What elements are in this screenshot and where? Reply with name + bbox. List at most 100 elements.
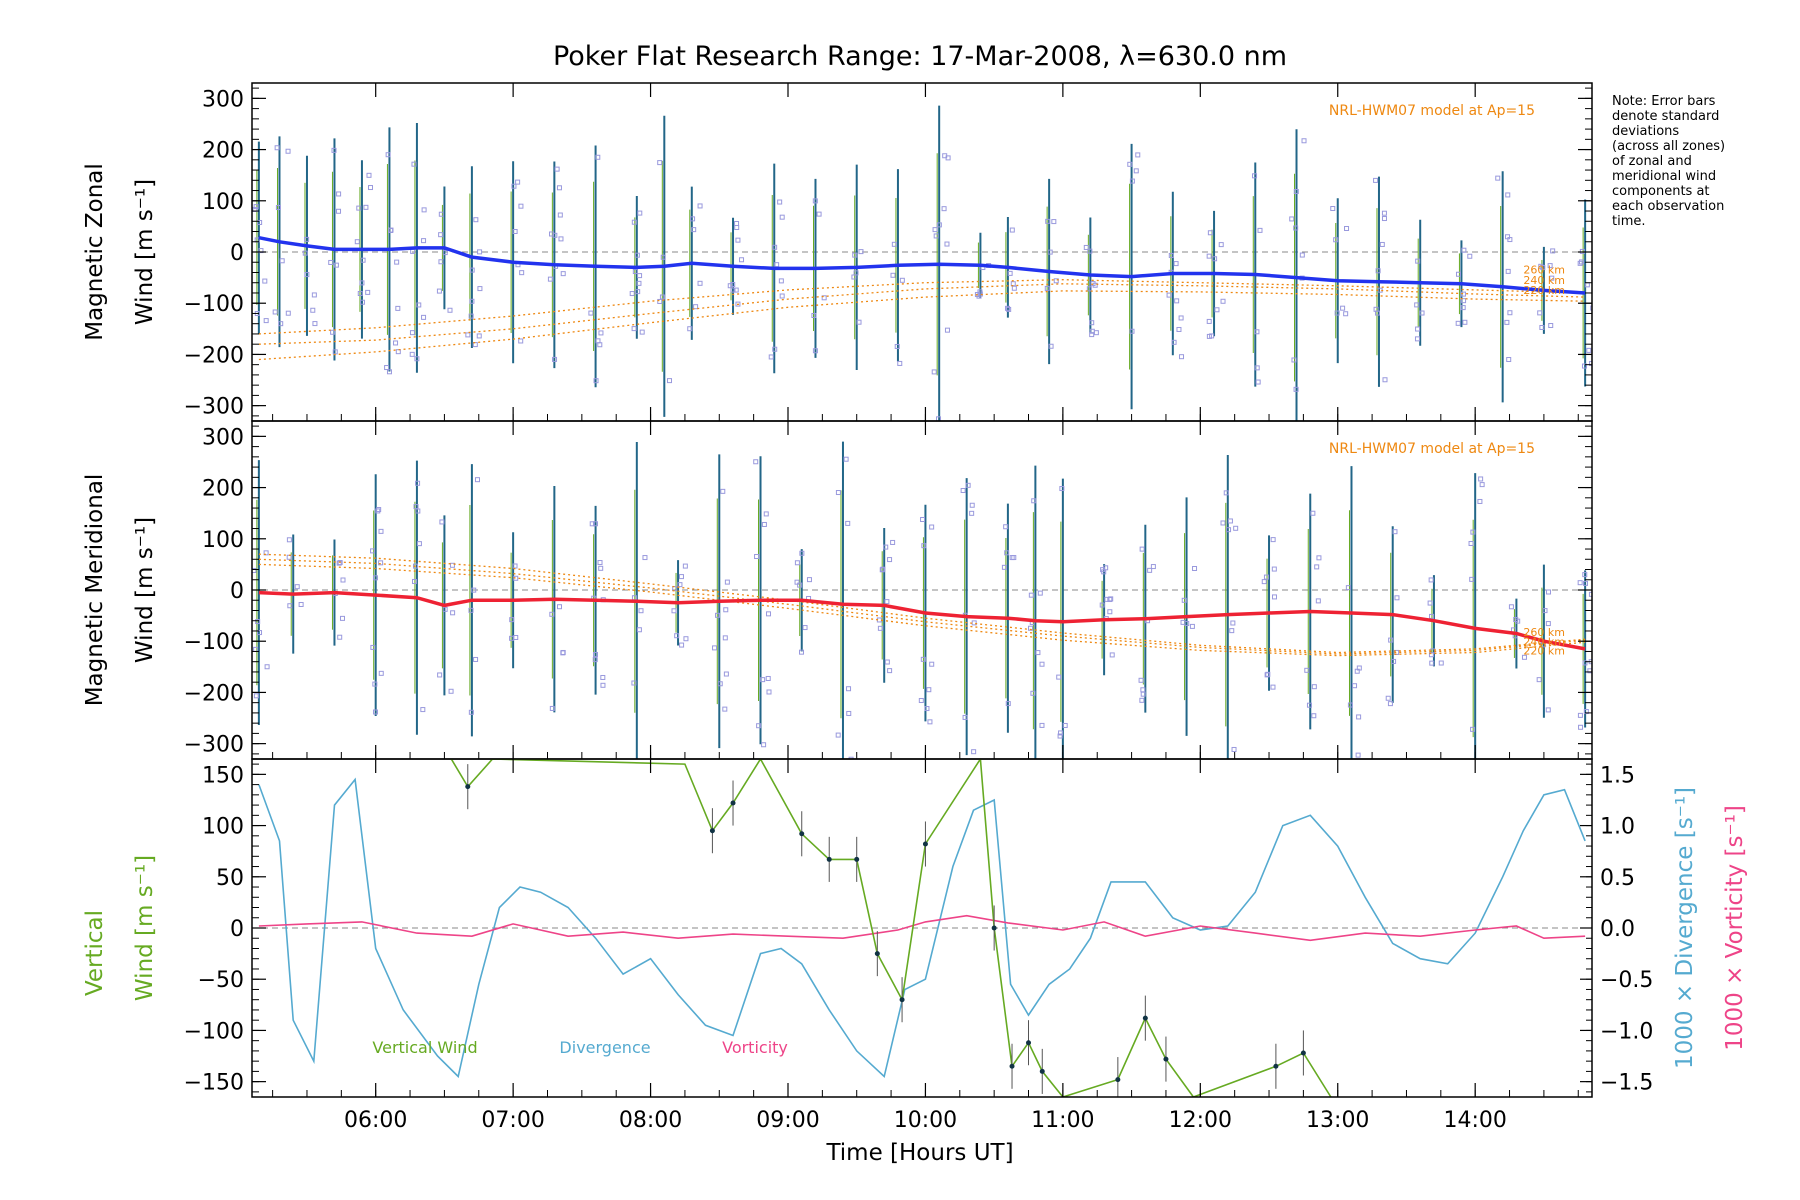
scatter-point — [1255, 379, 1261, 385]
scatter-point — [629, 291, 635, 297]
y-tick-label: −300 — [184, 395, 244, 420]
scatter-point — [600, 674, 606, 680]
scatter-point — [1374, 310, 1380, 316]
scatter-point — [1419, 310, 1425, 316]
scatter-point — [409, 351, 415, 357]
scatter-point — [1429, 613, 1435, 619]
scatter-point — [518, 203, 524, 209]
scatter-point — [1480, 783, 1484, 787]
scatter-point — [472, 342, 478, 348]
scatter-point — [252, 567, 257, 573]
scatter-point — [336, 191, 342, 197]
scatter-point — [1381, 216, 1387, 222]
scatter-point — [638, 608, 644, 614]
scatter-point — [690, 216, 696, 222]
scatter-point — [1299, 252, 1305, 258]
scatter-point — [1582, 660, 1588, 666]
scatter-point — [1508, 604, 1514, 610]
scatter-point — [1387, 701, 1393, 707]
scatter-point — [794, 560, 800, 566]
scatter-point — [733, 287, 739, 293]
scatter-point — [1479, 482, 1485, 488]
scatter-point — [257, 630, 263, 636]
scatter-point — [363, 204, 369, 210]
scatter-point — [1003, 524, 1009, 530]
model-altitude-label: 240 km — [1523, 635, 1565, 648]
scatter-point — [512, 229, 518, 235]
scatter-point — [1135, 152, 1141, 158]
scatter-point — [962, 714, 968, 720]
scatter-point — [1058, 730, 1064, 736]
scatter-point — [372, 575, 378, 581]
scatter-point — [672, 586, 678, 592]
scatter-point — [442, 250, 448, 256]
scatter-point — [636, 627, 642, 633]
vertical-wind-point — [465, 784, 471, 790]
vertical-wind-point — [1273, 1063, 1279, 1069]
scatter-point — [294, 584, 300, 590]
scatter-point — [477, 286, 483, 292]
scatter-point — [1030, 690, 1036, 696]
scatter-point — [884, 659, 890, 665]
scatter-point — [518, 338, 524, 344]
scatter-point — [597, 560, 603, 566]
scatter-point — [1212, 256, 1218, 262]
scatter-point — [411, 578, 417, 584]
scatter-point — [1053, 278, 1059, 284]
scatter-point — [336, 560, 342, 566]
legend-entry: Vertical Wind — [372, 1038, 477, 1057]
scatter-point — [1478, 476, 1484, 482]
scatter-point — [1293, 386, 1299, 392]
scatter-point — [304, 236, 310, 242]
y2-axis-label: 1000 × Divergence [s⁻¹] — [1672, 787, 1698, 1069]
model-altitude-label: 240 km — [1523, 274, 1565, 287]
note-line: of zonal and — [1612, 154, 1692, 169]
vertical-wind-point — [854, 856, 860, 862]
vertical-wind-point — [899, 997, 905, 1003]
scatter-point — [437, 672, 443, 678]
scatter-point — [1586, 347, 1592, 353]
scatter-point — [552, 356, 558, 362]
scatter-point — [370, 644, 376, 650]
scatter-point — [378, 560, 384, 566]
scatter-point — [931, 369, 937, 375]
scatter-point — [634, 252, 640, 258]
scatter-point — [1537, 310, 1543, 316]
scatter-point — [766, 689, 772, 695]
scatter-point — [304, 272, 310, 278]
scatter-point — [1394, 595, 1400, 601]
scatter-point — [754, 554, 760, 560]
scatter-point — [447, 307, 453, 313]
scatter-point — [1355, 752, 1361, 758]
scatter-point — [511, 183, 517, 189]
scatter-point — [722, 635, 728, 641]
scatter-point — [1087, 248, 1093, 254]
scatter-point — [354, 239, 360, 245]
scatter-point — [1540, 642, 1546, 648]
scatter-point — [778, 278, 784, 284]
scatter-point — [899, 277, 905, 283]
y2-tick-label: 1.0 — [1600, 815, 1635, 840]
scatter-point — [1178, 315, 1184, 321]
y-tick-label: −300 — [184, 733, 244, 758]
scatter-point — [1254, 329, 1260, 335]
scatter-point — [438, 211, 444, 217]
x-axis-label: Time [Hours UT] — [825, 1140, 1013, 1166]
scatter-point — [763, 511, 769, 517]
scatter-point — [691, 227, 697, 233]
scatter-point — [449, 562, 455, 568]
scatter-point — [332, 349, 338, 355]
scatter-point — [560, 271, 566, 277]
scatter-point — [1207, 230, 1213, 236]
scatter-point — [255, 619, 261, 625]
scatter-point — [969, 510, 975, 516]
scatter-point — [897, 360, 903, 366]
scatter-point — [974, 292, 980, 298]
scatter-point — [1037, 590, 1043, 596]
scatter-point — [421, 238, 427, 244]
y-tick-label: 150 — [202, 763, 244, 788]
panel-vertical: Vertical Wind Divergence Vorticity 1.5 1.0 0.… — [82, 758, 1748, 1098]
scatter-point — [1316, 555, 1322, 561]
scatter-point — [311, 292, 317, 298]
